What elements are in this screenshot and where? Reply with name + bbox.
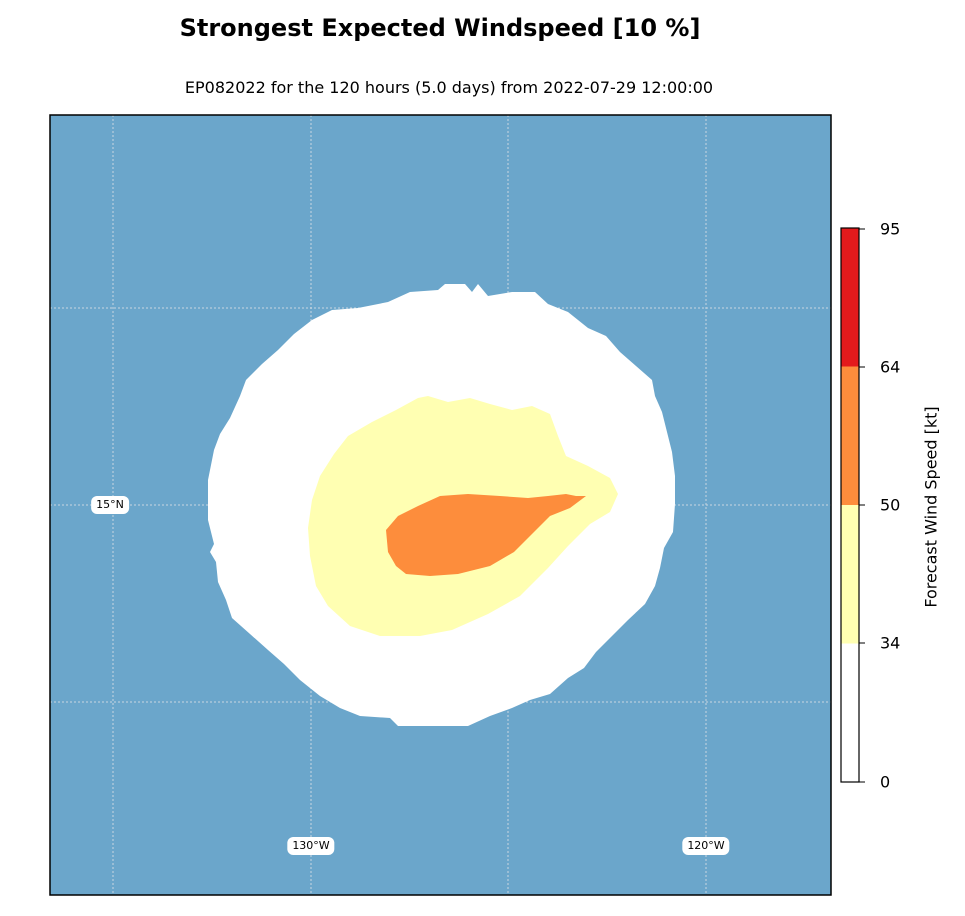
colorbar-bands	[841, 228, 859, 782]
colorbar-band-34-50	[841, 505, 859, 644]
colorbar-band-0-34	[841, 643, 859, 782]
lon-label-130w: 130°W	[287, 837, 335, 855]
colorbar-band-50-64	[841, 366, 859, 505]
colorbar-label: Forecast Wind Speed [kt]	[921, 406, 941, 608]
chart-subtitle: EP082022 for the 120 hours (5.0 days) fr…	[184, 78, 714, 97]
chart-title: Strongest Expected Windspeed [10 %]	[179, 14, 701, 42]
colorbar-tick-0: 0	[880, 772, 891, 792]
lon-label-120w: 120°W	[682, 837, 730, 855]
colorbar-tick-34: 34	[880, 633, 901, 653]
colorbar-band-64-95	[841, 228, 859, 367]
wind-zone-50-64kt	[386, 494, 586, 576]
colorbar-tick-50: 50	[880, 495, 901, 515]
lat-label-15n: 15°N	[91, 496, 129, 514]
map-frame	[49, 114, 832, 896]
colorbar-tick-marks	[859, 228, 865, 783]
colorbar-tick-95: 95	[880, 219, 901, 239]
colorbar-tick-64: 64	[880, 357, 901, 377]
